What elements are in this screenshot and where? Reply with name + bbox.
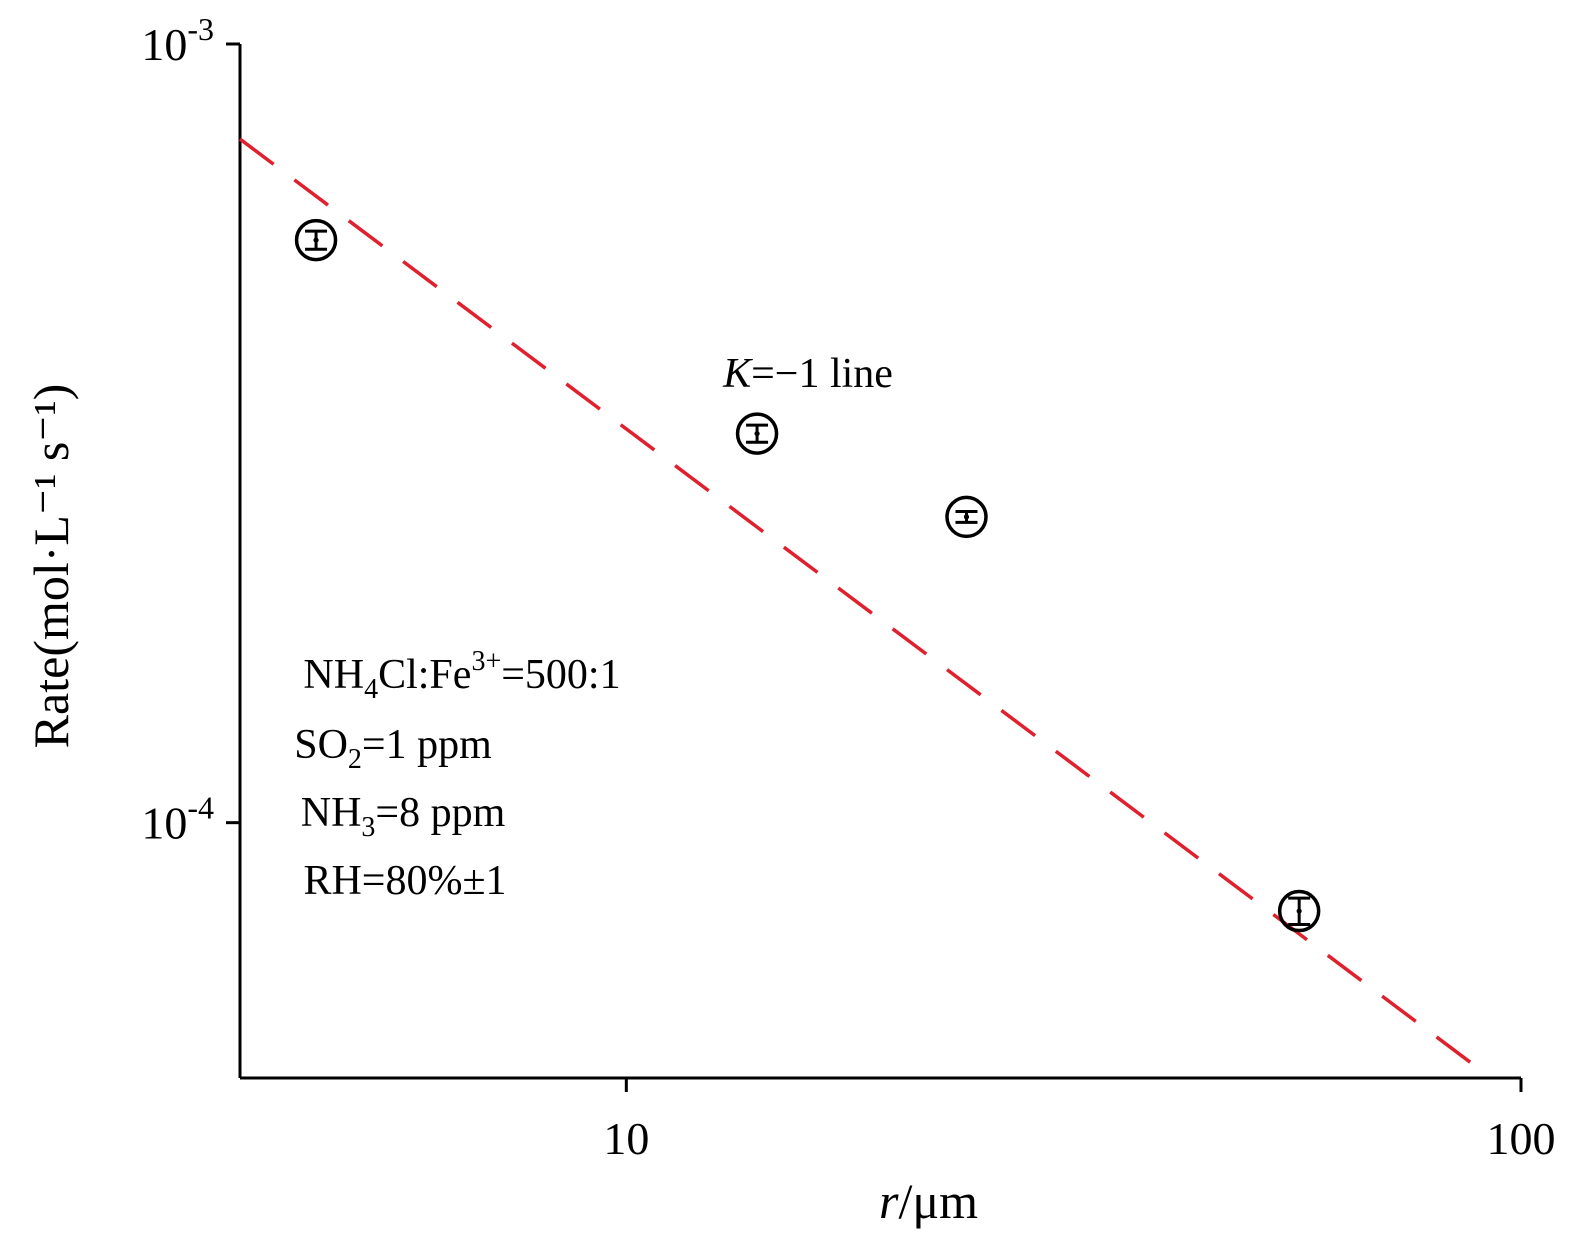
point-center-dot [963, 514, 970, 520]
point-marker [1277, 889, 1321, 933]
condition-text: RH=80%±1 [303, 858, 506, 904]
axes [226, 42, 1523, 1092]
data-point [945, 495, 988, 539]
data-points [294, 218, 1321, 933]
point-center-dot [313, 237, 319, 243]
point-marker [735, 412, 779, 455]
chart-texts: 10 100 10-3 10-4 r/μm Rate(mol·L⁻¹ s⁻¹) K=−1 l… [23, 11, 1556, 1229]
y-tick-label: 10-3 [141, 11, 214, 70]
x-tick-label: 10 [603, 1113, 649, 1164]
point-marker [294, 218, 338, 262]
data-point [294, 218, 338, 262]
reference-line [238, 137, 1488, 1076]
y-axis-label: Rate(mol·L⁻¹ s⁻¹) [23, 384, 79, 749]
reference-line-label: K=−1 line [722, 351, 893, 397]
data-point [735, 412, 779, 455]
condition-text: NH4Cl:Fe3+=500:1 [303, 646, 620, 705]
point-center-dot [754, 430, 760, 437]
data-point [1277, 889, 1321, 933]
x-tick-label: 100 [1487, 1113, 1556, 1164]
y-tick-label: 10-4 [141, 790, 214, 849]
point-center-dot [1296, 908, 1302, 914]
point-marker [945, 495, 988, 539]
x-axis-label: r/μm [879, 1173, 978, 1229]
condition-text: SO2=1 ppm [294, 722, 492, 775]
reference-line-group [238, 137, 1488, 1076]
condition-text: NH3=8 ppm [301, 790, 506, 843]
